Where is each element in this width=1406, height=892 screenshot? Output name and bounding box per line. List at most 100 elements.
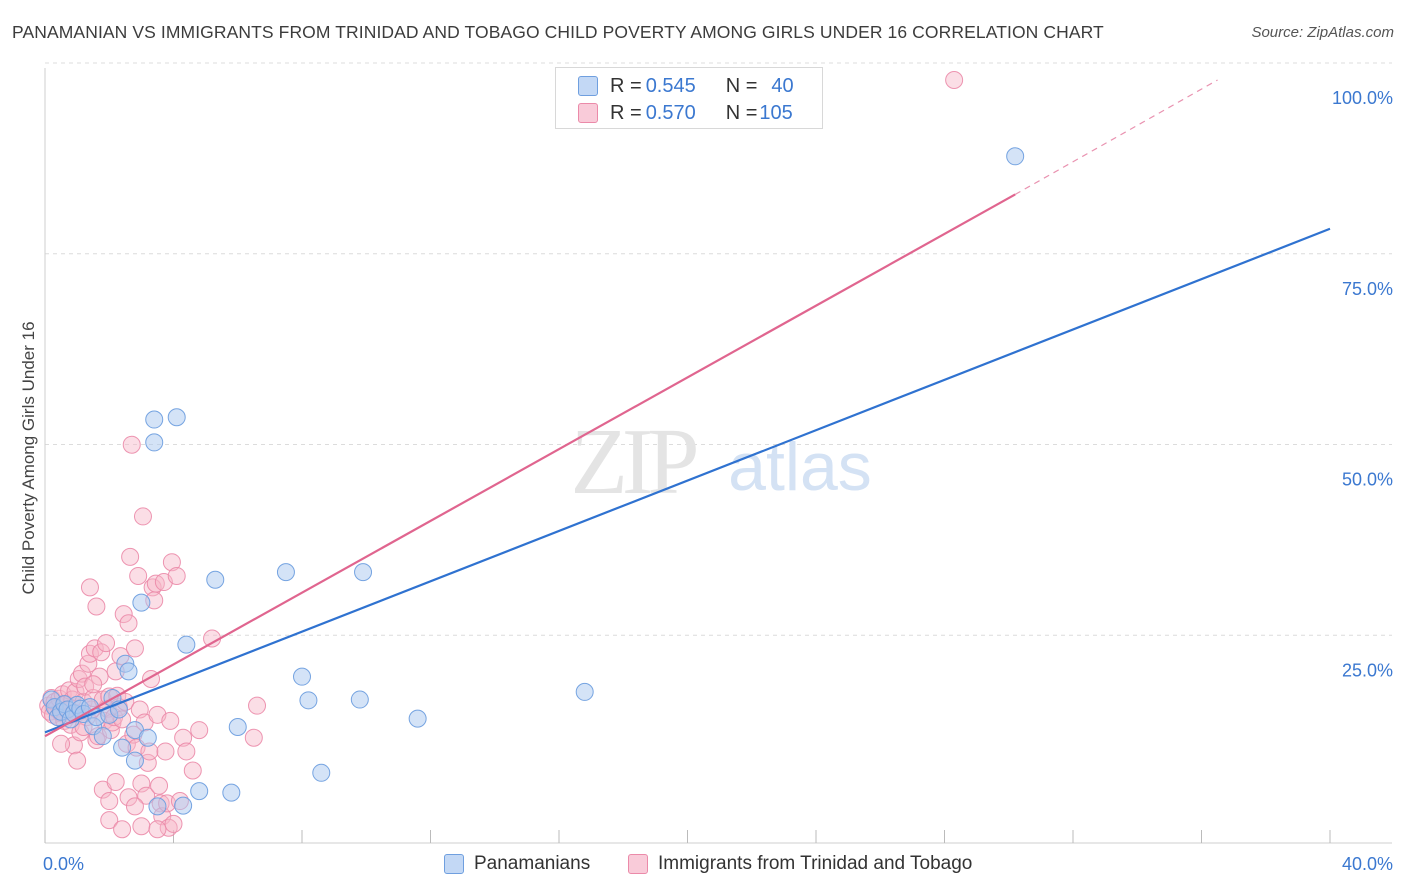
watermark-zip: ZIP <box>571 410 697 514</box>
legend-swatch-blue <box>444 854 464 874</box>
data-point-trinidad <box>92 643 111 662</box>
data-point-trinidad <box>113 820 132 839</box>
data-point-panamanian <box>119 662 138 681</box>
legend-row-trinidad: R = 0.570 N = 105 <box>578 100 793 126</box>
legend-n-value: 105 <box>759 101 793 124</box>
data-point-trinidad <box>174 728 193 747</box>
data-point-panamanian <box>145 433 164 452</box>
data-point-trinidad <box>132 774 151 793</box>
data-point-panamanian <box>1006 147 1025 166</box>
grid-lines <box>45 62 1392 636</box>
data-point-trinidad <box>190 721 209 740</box>
series-panamanian-points <box>42 147 1025 816</box>
data-point-panamanian <box>177 635 196 654</box>
data-point-panamanian <box>312 763 331 782</box>
data-point-trinidad <box>84 675 103 694</box>
data-point-panamanian <box>125 751 144 770</box>
data-point-panamanian <box>408 709 427 728</box>
data-point-panamanian <box>145 410 164 429</box>
data-point-trinidad <box>69 669 88 688</box>
data-point-panamanian <box>132 593 151 612</box>
legend-item-trinidad: Immigrants from Trinidad and Tobago <box>628 850 972 878</box>
y-tick-label: 75.0% <box>1342 279 1393 299</box>
data-point-panamanian <box>354 563 373 582</box>
data-point-panamanian <box>113 738 132 757</box>
data-point-trinidad <box>150 776 169 795</box>
data-point-trinidad <box>125 639 144 658</box>
data-point-trinidad <box>183 761 202 780</box>
data-point-trinidad <box>945 71 964 89</box>
data-point-trinidad <box>52 734 71 753</box>
data-point-panamanian <box>293 667 311 686</box>
data-point-trinidad <box>90 667 109 686</box>
data-point-trinidad <box>87 597 106 616</box>
data-point-trinidad <box>177 742 196 761</box>
data-point-panamanian <box>148 797 167 816</box>
data-point-panamanian <box>276 563 295 582</box>
legend-item-panamanians: Panamanians <box>444 850 590 878</box>
data-point-trinidad <box>100 811 119 830</box>
data-point-panamanian <box>228 718 247 737</box>
data-point-trinidad <box>114 605 133 624</box>
data-point-trinidad <box>119 614 138 633</box>
data-point-trinidad <box>119 788 138 807</box>
data-point-trinidad <box>80 578 99 597</box>
trend-line-trinidad <box>44 193 1016 738</box>
data-point-trinidad <box>125 797 144 816</box>
legend-label: Immigrants from Trinidad and Tobago <box>658 853 973 874</box>
data-point-panamanian <box>299 691 318 710</box>
data-point-trinidad <box>167 566 186 585</box>
y-tick-label: 25.0% <box>1342 660 1393 680</box>
y-axis-label: Child Poverty Among Girls Under 16 <box>19 321 38 594</box>
data-point-trinidad <box>122 435 141 454</box>
data-point-trinidad <box>162 553 181 572</box>
legend-r-label: R = <box>610 74 642 97</box>
data-point-trinidad <box>137 786 156 805</box>
trend-line-trinidad-extension <box>1014 79 1218 195</box>
legend-r-value: 0.545 <box>645 74 696 97</box>
legend-swatch-blue <box>578 76 598 96</box>
data-point-trinidad <box>129 566 148 585</box>
data-point-trinidad <box>80 644 99 663</box>
chart-title: PANAMANIAN VS IMMIGRANTS FROM TRINIDAD A… <box>12 22 1104 42</box>
legend-n-label: N = <box>725 101 758 124</box>
y-tick-label: 50.0% <box>1342 470 1393 490</box>
legend-n-value: 40 <box>771 74 794 97</box>
data-point-trinidad <box>121 547 140 566</box>
legend-row-panamanians: R = 0.545 N = 40 <box>578 73 794 99</box>
trend-lines <box>44 79 1331 738</box>
data-point-panamanian <box>575 682 594 701</box>
source-credit: Source: ZipAtlas.com <box>1251 24 1394 41</box>
data-point-trinidad <box>132 817 151 836</box>
data-point-panamanian <box>350 690 369 709</box>
legend-r-label: R = <box>610 101 642 124</box>
data-point-trinidad <box>248 696 267 715</box>
legend-label: Panamanians <box>474 853 591 874</box>
data-point-panamanian <box>190 782 209 801</box>
x-tick-labels: 0.0% 40.0% <box>43 854 1393 874</box>
data-point-trinidad <box>68 751 87 770</box>
data-point-trinidad <box>133 507 152 526</box>
data-point-trinidad <box>244 728 263 747</box>
watermark-atlas: atlas <box>728 429 872 505</box>
legend-n-label: N = <box>725 74 758 97</box>
data-point-panamanian <box>93 727 112 746</box>
data-point-trinidad <box>161 711 180 730</box>
data-point-trinidad <box>97 634 116 653</box>
data-point-panamanian <box>138 728 157 747</box>
x-tick-label: 40.0% <box>1342 854 1393 874</box>
data-point-trinidad <box>148 820 167 839</box>
data-point-trinidad <box>156 742 175 761</box>
x-tick-label: 0.0% <box>43 854 84 874</box>
legend-swatch-pink <box>628 854 648 874</box>
data-point-panamanian <box>167 408 186 427</box>
y-tick-label: 100.0% <box>1332 88 1393 108</box>
axes <box>44 68 1392 844</box>
trend-line-panamanian <box>44 227 1331 734</box>
legend-r-value: 0.570 <box>645 101 696 124</box>
data-point-panamanian <box>174 796 193 815</box>
data-point-panamanian <box>206 570 225 589</box>
stats-legend: R = 0.545 N = 40 R = 0.570 N = 105 <box>555 67 823 129</box>
data-point-trinidad <box>164 814 183 833</box>
